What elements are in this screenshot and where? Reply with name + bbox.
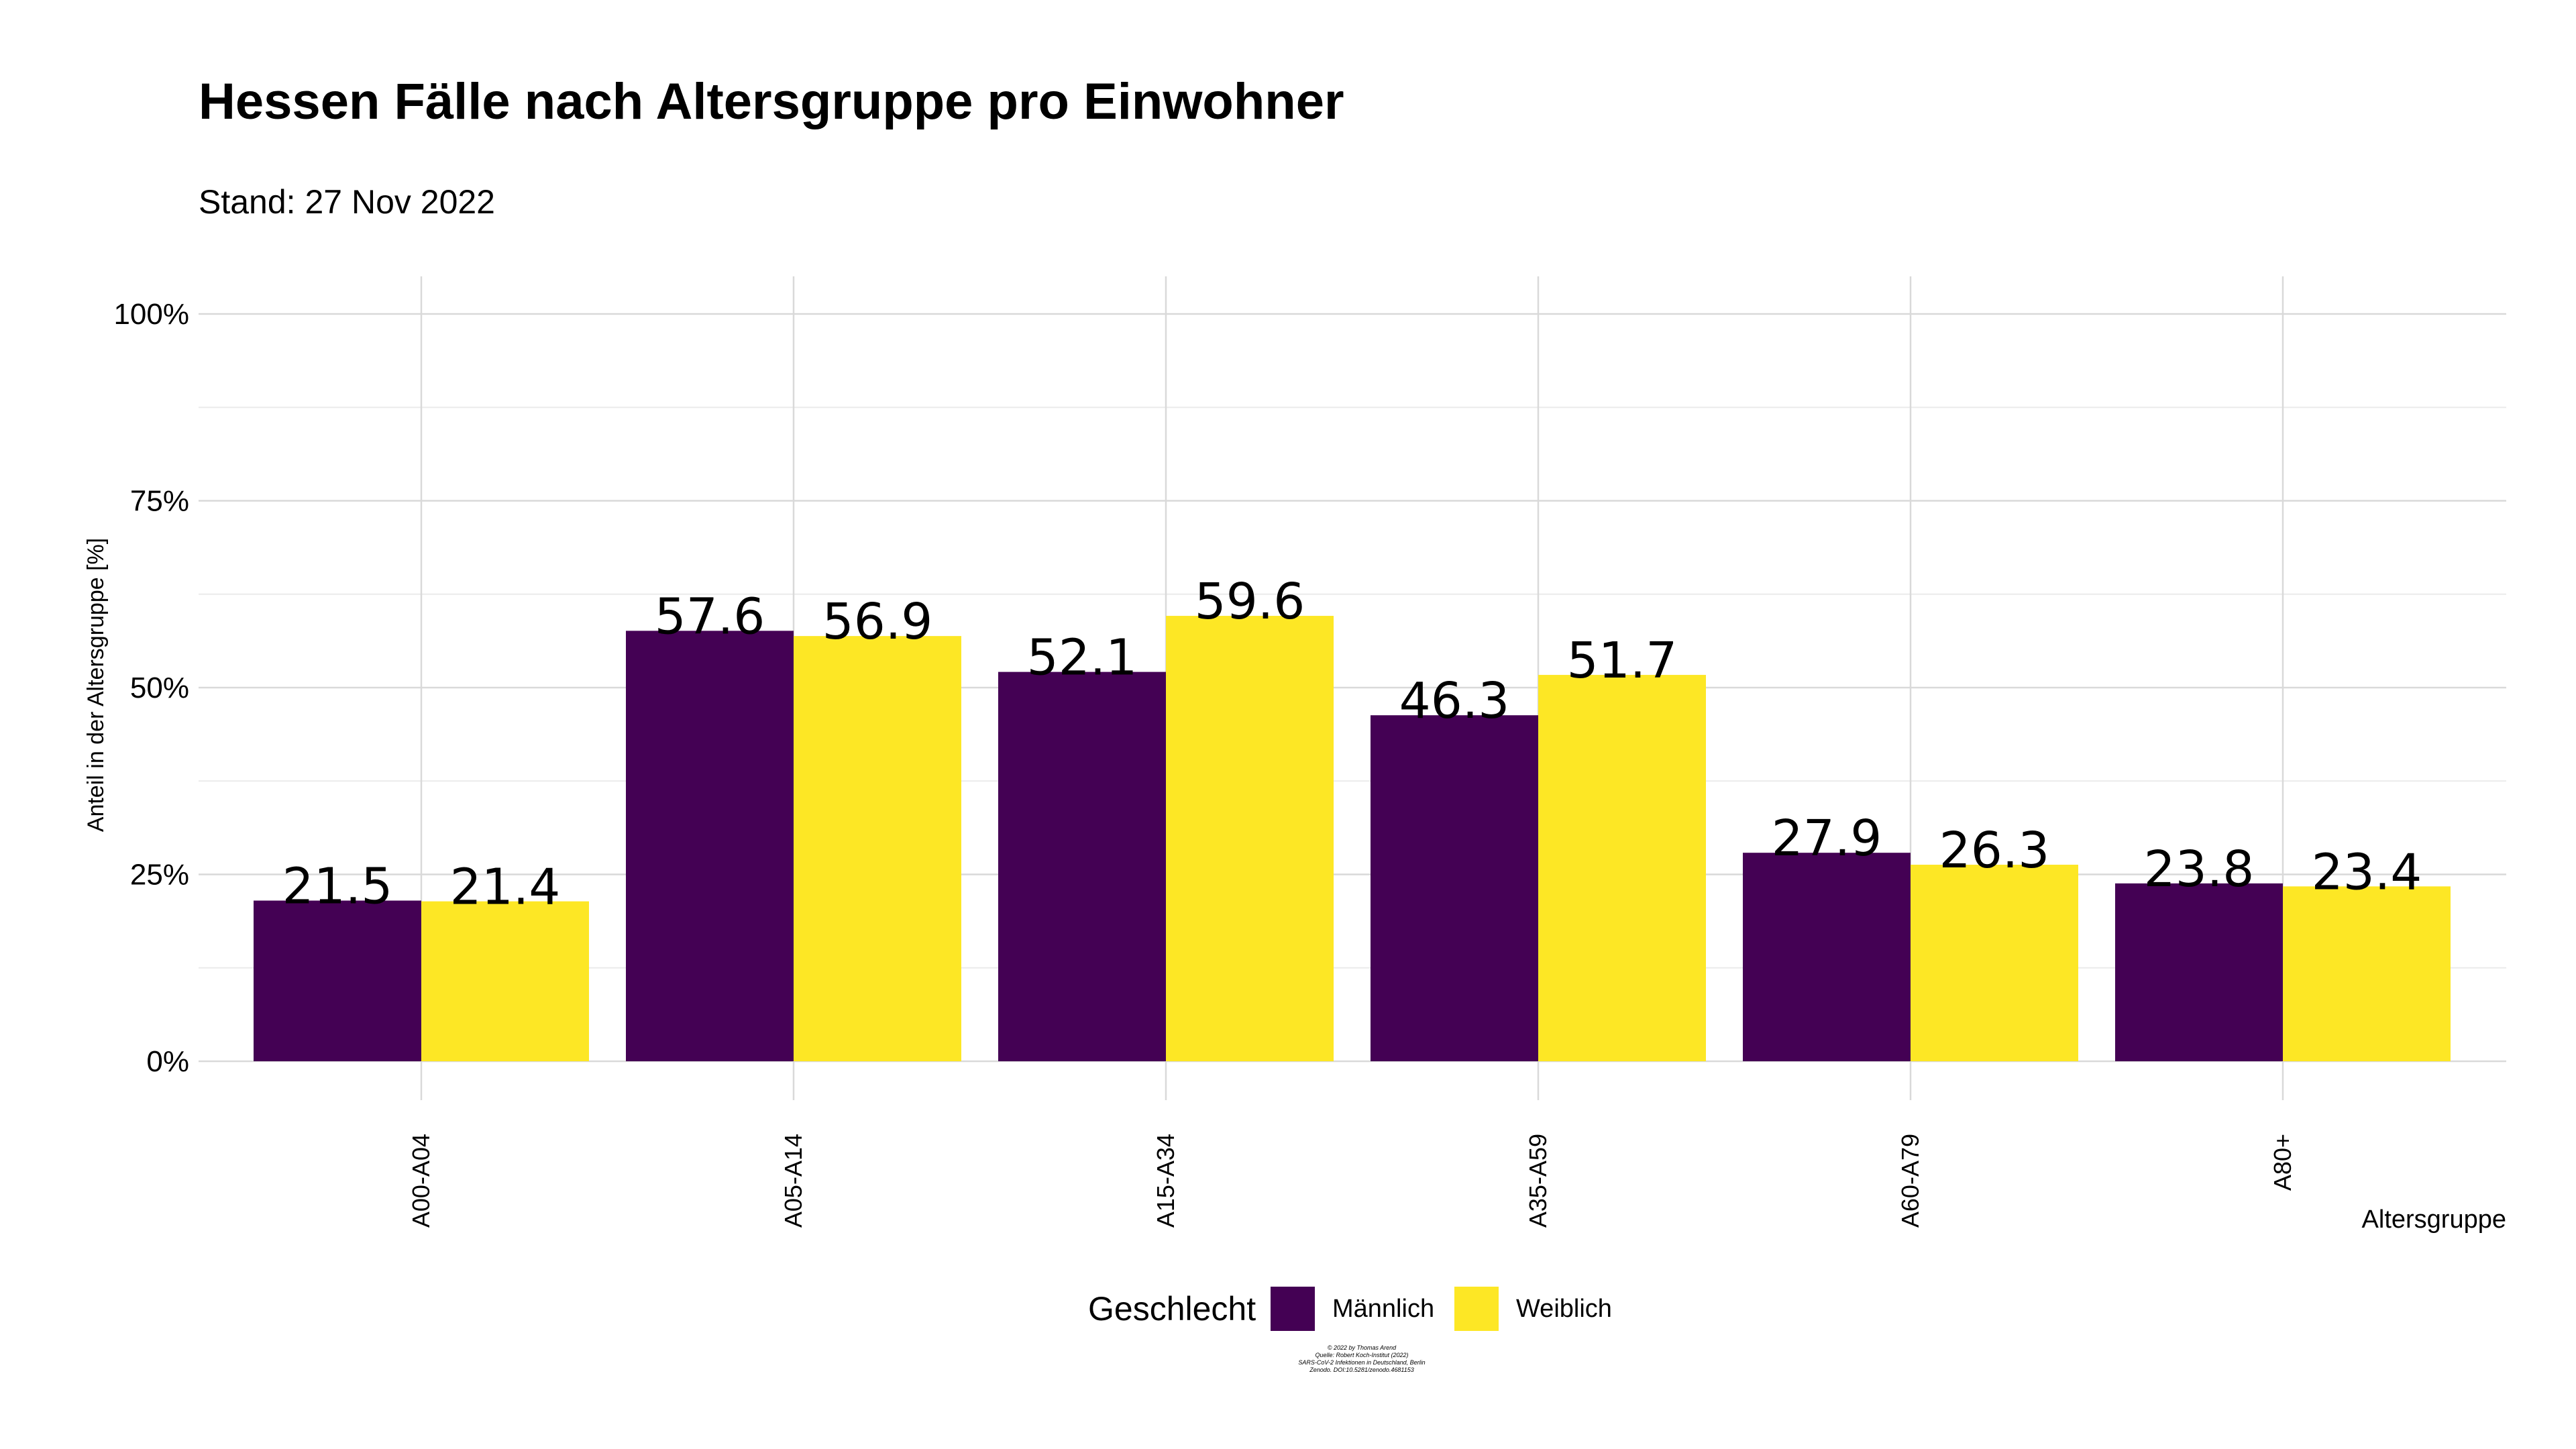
- bar-weiblich: [794, 636, 961, 1061]
- legend-item-maennlich: Männlich: [1271, 1287, 1434, 1331]
- bar-weiblich: [421, 901, 589, 1061]
- bar-maennlich: [254, 900, 421, 1061]
- bar-maennlich: [998, 672, 1166, 1061]
- data-label-maennlich: 46.3: [1399, 672, 1510, 730]
- y-tick-label: 75%: [130, 485, 189, 518]
- data-label-maennlich: 57.6: [655, 588, 765, 645]
- bar-weiblich: [1911, 865, 2078, 1061]
- bar-chart: 0% 25% 50% 75% 100% 21.5 57.6 52.1 46.3 27.9 23.8 2…: [83, 276, 2506, 1234]
- credit-line: Quelle: Robert Koch-Institut (2022): [1315, 1352, 1409, 1358]
- legend-swatch-weiblich: [1454, 1287, 1499, 1331]
- legend-title: Geschlecht: [1088, 1290, 1256, 1328]
- data-label-maennlich: 21.5: [282, 857, 393, 915]
- legend-item-weiblich: Weiblich: [1454, 1287, 1612, 1331]
- credits: © 2022 by Thomas Arend Quelle: Robert Ko…: [1161, 1344, 1563, 1374]
- legend: Geschlecht Männlich Weiblich: [0, 1279, 2576, 1339]
- bar-weiblich: [1166, 616, 1334, 1061]
- data-label-weiblich: 59.6: [1195, 573, 1305, 631]
- y-tick-label: 25%: [130, 859, 189, 892]
- data-label-weiblich: 51.7: [1567, 632, 1678, 690]
- chart-title: Hessen Fälle nach Altersgruppe pro Einwo…: [199, 73, 1344, 130]
- data-label-maennlich: 23.8: [2144, 841, 2255, 898]
- data-label-weiblich: 26.3: [1939, 822, 2050, 879]
- data-label-weiblich: 21.4: [450, 859, 561, 916]
- x-axis-title: Altersgruppe: [2362, 1205, 2506, 1234]
- data-label-maennlich: 27.9: [1772, 810, 1882, 867]
- data-label-maennlich: 52.1: [1027, 629, 1138, 687]
- y-tick-label: 100%: [113, 298, 189, 331]
- x-tick-label: A15-A34: [1152, 1134, 1179, 1228]
- y-tick-label: 0%: [146, 1045, 189, 1078]
- y-tick-label: 50%: [130, 672, 189, 704]
- x-tick-label: A35-A59: [1524, 1134, 1552, 1228]
- bar-maennlich: [2115, 883, 2283, 1061]
- legend-label-maennlich: Männlich: [1332, 1294, 1435, 1323]
- credit-line: © 2022 by Thomas Arend: [1327, 1344, 1397, 1351]
- x-tick-label: A60-A79: [1896, 1134, 1924, 1228]
- bar-maennlich: [626, 631, 794, 1061]
- x-tick-label: A80+: [2269, 1134, 2296, 1191]
- x-tick-label: A05-A14: [780, 1134, 807, 1228]
- bar-weiblich: [1538, 675, 1706, 1061]
- credit-line: Zenodo. DOI:10.5281/zenodo.4681153: [1309, 1366, 1414, 1373]
- data-label-weiblich: 23.4: [2312, 843, 2422, 901]
- bar-maennlich: [1371, 715, 1538, 1061]
- bar-maennlich: [1743, 853, 1911, 1061]
- chart-subtitle: Stand: 27 Nov 2022: [199, 183, 495, 221]
- bar-weiblich: [2283, 886, 2451, 1061]
- legend-label-weiblich: Weiblich: [1516, 1294, 1612, 1323]
- x-tick-label: A00-A04: [407, 1134, 435, 1228]
- legend-swatch-maennlich: [1271, 1287, 1315, 1331]
- data-label-weiblich: 56.9: [822, 593, 933, 651]
- credit-line: SARS-CoV-2 Infektionen in Deutschland, B…: [1298, 1359, 1426, 1366]
- y-axis-title: Anteil in der Altersgruppe [%]: [83, 538, 109, 832]
